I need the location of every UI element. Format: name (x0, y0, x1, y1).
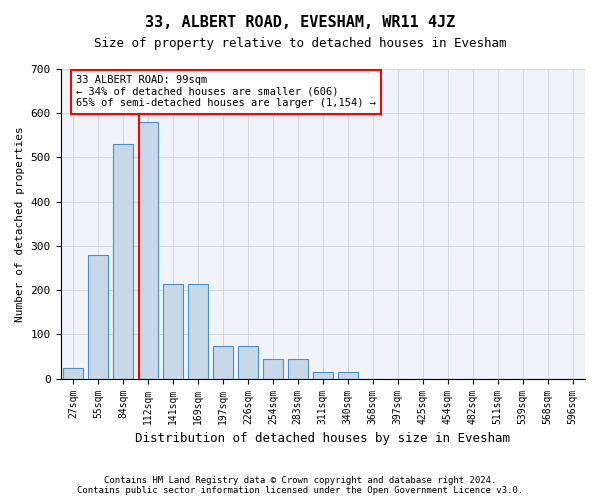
Bar (213, 346, 233, 378)
Bar (338, 372, 358, 378)
Bar (188, 284, 208, 378)
Bar (88, 255, 108, 378)
Bar (163, 284, 183, 378)
Bar (238, 346, 258, 378)
Text: 33 ALBERT ROAD: 99sqm
← 34% of detached houses are smaller (606)
65% of semi-det: 33 ALBERT ROAD: 99sqm ← 34% of detached … (76, 75, 376, 108)
X-axis label: Distribution of detached houses by size in Evesham: Distribution of detached houses by size … (135, 432, 510, 445)
Bar (313, 372, 333, 378)
Text: Contains HM Land Registry data © Crown copyright and database right 2024.
Contai: Contains HM Land Registry data © Crown c… (77, 476, 523, 495)
Bar (113, 144, 133, 378)
Bar (263, 359, 283, 378)
Text: 33, ALBERT ROAD, EVESHAM, WR11 4JZ: 33, ALBERT ROAD, EVESHAM, WR11 4JZ (145, 15, 455, 30)
Bar (63, 368, 83, 378)
Bar (288, 359, 308, 378)
Text: Size of property relative to detached houses in Evesham: Size of property relative to detached ho… (94, 38, 506, 51)
Y-axis label: Number of detached properties: Number of detached properties (15, 126, 25, 322)
Bar (138, 122, 158, 378)
